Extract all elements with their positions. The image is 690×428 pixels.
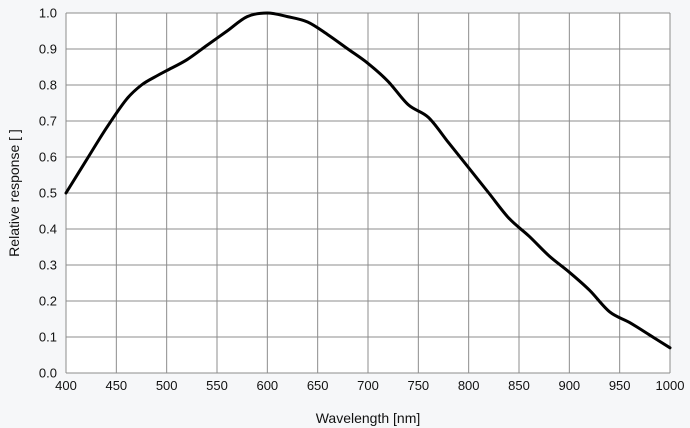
x-tick-label: 950 (609, 378, 631, 393)
y-tick-labels: 0.0 0.1 0.2 0.3 0.4 0.5 0.6 0.7 0.8 0.9 1.0 (39, 6, 57, 381)
y-tick-label: 0.0 (39, 366, 57, 381)
x-tick-label: 400 (55, 378, 77, 393)
x-tick-label: 1000 (656, 378, 685, 393)
y-tick-label: 0.1 (39, 330, 57, 345)
x-tick-label: 850 (508, 378, 530, 393)
grid (65, 12, 671, 374)
y-tick-label: 0.2 (39, 294, 57, 309)
y-tick-label: 0.9 (39, 42, 57, 57)
x-tick-label: 800 (458, 378, 480, 393)
x-tick-label: 700 (357, 378, 379, 393)
x-axis-title: Wavelength [nm] (316, 410, 421, 426)
x-tick-labels: 400 450 500 550 600 650 700 750 800 850 900 950 1000 (55, 378, 684, 393)
x-tick-label: 600 (256, 378, 278, 393)
x-tick-label: 750 (407, 378, 429, 393)
y-tick-label: 0.6 (39, 150, 57, 165)
response-curve (64, 11, 672, 350)
y-tick-label: 0.8 (39, 78, 57, 93)
x-tick-label: 550 (206, 378, 228, 393)
y-tick-label: 0.7 (39, 114, 57, 129)
y-tick-label: 1.0 (39, 6, 57, 21)
y-tick-label: 0.5 (39, 186, 57, 201)
y-tick-label: 0.3 (39, 258, 57, 273)
x-tick-label: 900 (558, 378, 580, 393)
y-axis-title: Relative response [ ] (6, 129, 22, 257)
x-tick-label: 500 (156, 378, 178, 393)
x-tick-label: 650 (307, 378, 329, 393)
x-tick-label: 450 (105, 378, 127, 393)
y-tick-label: 0.4 (39, 222, 57, 237)
